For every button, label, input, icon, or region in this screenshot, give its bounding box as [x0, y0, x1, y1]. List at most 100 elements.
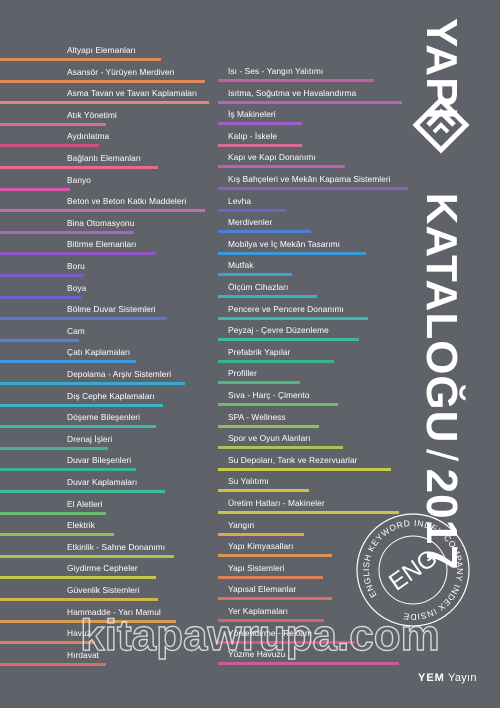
keyword-color-bar	[218, 165, 345, 169]
keyword-label: Kalıp - İskele	[228, 130, 278, 141]
keyword-label: Prefabrik Yapılar	[228, 346, 291, 357]
keyword-label: Kış Bahçeleri ve Mekân Kapama Sistemleri	[228, 174, 391, 184]
keyword-label: Isıtma, Soğutma ve Havalandırma	[228, 87, 357, 98]
keyword-color-bar	[0, 533, 114, 537]
keyword-color-bar	[0, 490, 165, 493]
keyword-color-bar	[0, 576, 156, 580]
keyword-entry: Ölçüm Cihazları	[218, 280, 428, 302]
keyword-color-bar	[218, 467, 391, 471]
seal-center-text: ENG	[384, 544, 442, 596]
keyword-label: Su Depoları, Tank ve Rezervuarlar	[228, 454, 358, 465]
keyword-entry: Kapı ve Kapı Donanımı	[218, 150, 428, 172]
publisher-name-bold: YEM	[418, 672, 445, 684]
keyword-label: Cam	[67, 325, 85, 336]
english-index-seal: ENGLISH KEYWORD INDEX COMPANY INDEX INSI…	[353, 510, 473, 630]
keyword-label: Bina Otomasyonu	[67, 217, 135, 228]
keyword-entry: Cam	[0, 324, 220, 346]
keyword-entry: Hırdavat	[0, 648, 220, 670]
keyword-label: Ölçüm Cihazları	[228, 282, 289, 292]
keyword-color-bar	[0, 252, 156, 256]
keyword-label: Peyzaj - Çevre Düzenleme	[228, 325, 329, 336]
keyword-color-bar	[0, 79, 205, 83]
keyword-entry: Depolama - Arşiv Sistemleri	[0, 367, 220, 389]
keyword-label: Duvar Bileşenleri	[67, 455, 132, 466]
keyword-label: Hırdavat	[67, 649, 100, 660]
keyword-entry: Isı - Ses - Yangın Yalıtımı	[218, 64, 428, 86]
keyword-label: Sıva - Harç - Çimento	[228, 390, 310, 400]
keyword-entry: Yer Kaplamaları	[218, 604, 428, 626]
keyword-entry: Yapı Sistemleri	[218, 561, 428, 583]
keyword-color-bar	[0, 403, 163, 407]
keyword-entry: Mobilya ve İç Mekân Tasarımı	[218, 237, 428, 259]
keyword-entry: Peyzaj - Çevre Düzenleme	[218, 323, 428, 345]
title-separator: /	[417, 449, 466, 463]
keyword-color-bar	[218, 424, 319, 428]
keyword-label: Döşeme Bileşenleri	[67, 412, 141, 423]
keyword-label: Dış Cephe Kaplamaları	[67, 390, 155, 401]
keyword-entry: Bina Otomasyonu	[0, 216, 220, 238]
keyword-color-bar	[0, 122, 106, 126]
keyword-entry: Dış Cephe Kaplamaları	[0, 389, 220, 411]
keyword-color-bar	[218, 230, 311, 234]
keyword-label: Spor ve Oyun Alanları	[228, 433, 311, 444]
cover-title-text: YAPIKATALOĞU/2017	[412, 18, 470, 571]
keyword-label: Yer Kaplamaları	[228, 606, 289, 616]
keyword-color-bar	[0, 230, 134, 234]
keyword-label: Yönlendirme - Reklam	[228, 627, 312, 638]
keyword-color-bar	[218, 597, 332, 601]
keyword-color-bar	[218, 79, 374, 82]
keyword-color-bar	[0, 166, 158, 169]
keyword-entry: Yapı Kimyasalları	[218, 539, 428, 561]
keyword-entry: Levha	[218, 194, 428, 216]
keyword-entry: Güvenlik Sistemleri	[0, 583, 220, 605]
keyword-color-bar	[218, 403, 338, 406]
keyword-entry: Asma Tavan ve Tavan Kaplamaları	[0, 86, 220, 108]
keyword-color-bar	[218, 575, 323, 579]
keyword-label: Beton ve Beton Katkı Maddeleri	[67, 196, 187, 207]
keyword-color-bar	[218, 187, 408, 190]
keyword-color-bar	[218, 295, 317, 298]
keyword-color-bar	[218, 640, 355, 644]
keyword-color-bar	[0, 338, 79, 342]
keyword-entry: Hammadde - Yarı Mamul	[0, 605, 220, 627]
keyword-color-bar	[0, 425, 156, 429]
keyword-entry: Prefabrik Yapılar	[218, 345, 428, 367]
keyword-entry: SPA - Wellness	[218, 410, 428, 432]
keyword-label: Yangın	[228, 519, 255, 530]
keyword-label: Asma Tavan ve Tavan Kaplamaları	[67, 88, 198, 99]
keyword-color-bar	[0, 641, 95, 645]
keyword-entry: Yapısal Elemanlar	[218, 582, 428, 604]
keyword-label: Yapısal Elemanlar	[228, 584, 297, 595]
keyword-label: Kapı ve Kapı Donanımı	[228, 152, 316, 163]
keyword-entry: Sıva - Harç - Çimento	[218, 388, 428, 410]
keyword-entry: Döşeme Bileşenleri	[0, 410, 220, 432]
watermark-logo: kitapawrupa.com	[80, 610, 441, 660]
keyword-label: Yüzme Havuzu	[228, 649, 286, 660]
keyword-color-bar	[218, 143, 302, 147]
publisher-logo: YEM Yayın	[418, 672, 477, 684]
keyword-label: Bağlantı Elemanları	[67, 153, 142, 163]
keyword-entry: Boya	[0, 281, 220, 303]
keyword-entry: Aydınlatma	[0, 129, 220, 151]
keyword-label: Çatı Kaplamaları	[67, 347, 131, 358]
keyword-label: Elektrik	[67, 520, 95, 531]
keyword-entry: Bağlantı Elemanları	[0, 151, 220, 173]
keyword-label: Merdivenler	[228, 217, 273, 228]
keyword-color-bar	[218, 338, 359, 342]
keyword-entry: El Aletleri	[0, 497, 220, 519]
keyword-label: Yapı Kimyasalları	[228, 541, 294, 552]
keyword-color-bar	[218, 381, 300, 385]
keyword-color-bar	[218, 489, 309, 493]
keyword-label: Aydınlatma	[67, 131, 110, 142]
title-word-katalogu: KATALOĞU	[417, 192, 466, 444]
keyword-entry: Etkinlik - Sahne Donanımı	[0, 540, 220, 562]
keyword-color-bar	[218, 662, 399, 666]
keyword-label: Atık Yönetimi	[67, 109, 117, 120]
keyword-label: Levha	[228, 195, 252, 206]
keyword-entry: Merdivenler	[218, 215, 428, 237]
keyword-label: Havuz	[67, 628, 91, 639]
keyword-entry: Isıtma, Soğutma ve Havalandırma	[218, 86, 428, 108]
keyword-color-bar	[218, 619, 324, 622]
keyword-color-bar	[0, 619, 176, 623]
keyword-label: Profiller	[228, 368, 257, 379]
